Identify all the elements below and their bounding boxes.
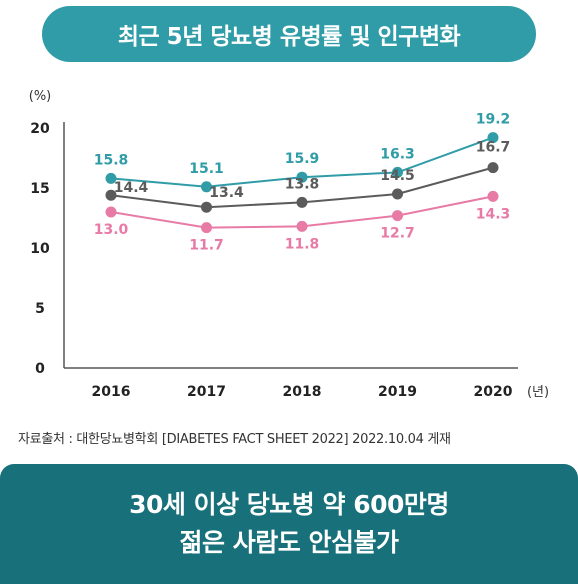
y-tick-label: 10 [30,241,50,257]
data-label: 15.8 [94,152,129,168]
data-label: 13.4 [209,185,244,201]
data-point [392,188,403,200]
data-point [201,181,212,193]
data-point [296,196,308,208]
y-tick-label: 0 [35,361,45,377]
data-label: 11.8 [285,236,320,252]
data-point [487,162,499,174]
data-point [105,189,117,201]
x-axis-unit: (년) [527,385,549,400]
x-tick-label: 2020 [474,384,513,400]
data-label: 11.7 [189,238,224,254]
data-label: 19.2 [476,112,511,128]
y-tick-label: 15 [30,181,49,197]
data-point [487,190,499,202]
x-tick-label: 2017 [187,384,226,400]
data-label: 13.8 [285,176,320,192]
data-point [392,210,403,222]
data-label: 14.5 [380,168,415,184]
x-tick-label: 2019 [378,384,417,400]
data-label: 16.7 [476,140,511,156]
bottom-banner: 30세 이상 당뇨병 약 600만명 젊은 사람도 안심불가 [0,464,578,584]
x-tick-label: 2016 [92,384,131,400]
data-point [392,166,403,178]
y-axis-unit: (%) [29,89,52,104]
data-point [105,172,117,184]
data-point [201,201,212,213]
y-tick-label: 5 [35,301,45,317]
line-chart: (%) 0 5 10 15 20 2016 2017 2018 2019 2020 (년) 15.8 15… [29,89,549,400]
data-point [201,222,212,234]
data-label: 12.7 [380,226,415,242]
banner-line-1: 30세 이상 당뇨병 약 600만명 [129,490,449,519]
data-point [105,206,117,218]
data-point [296,171,308,183]
data-label: 16.3 [380,146,415,162]
x-tick-label: 2018 [283,384,322,400]
data-point [296,220,308,232]
data-point [487,132,499,144]
data-label: 14.4 [114,180,149,196]
data-label: 14.3 [476,206,511,222]
banner-line-2: 젊은 사람도 안심불가 [179,528,399,557]
data-label: 13.0 [94,222,129,238]
data-label: 15.9 [285,151,320,167]
data-label: 15.1 [189,161,224,177]
page-title: 최근 5년 당뇨병 유병률 및 인구변화 [42,6,536,62]
source-note: 자료출처 : 대한당뇨병학회 [DIABETES FACT SHEET 2022… [18,432,451,447]
y-tick-label: 20 [30,121,50,137]
